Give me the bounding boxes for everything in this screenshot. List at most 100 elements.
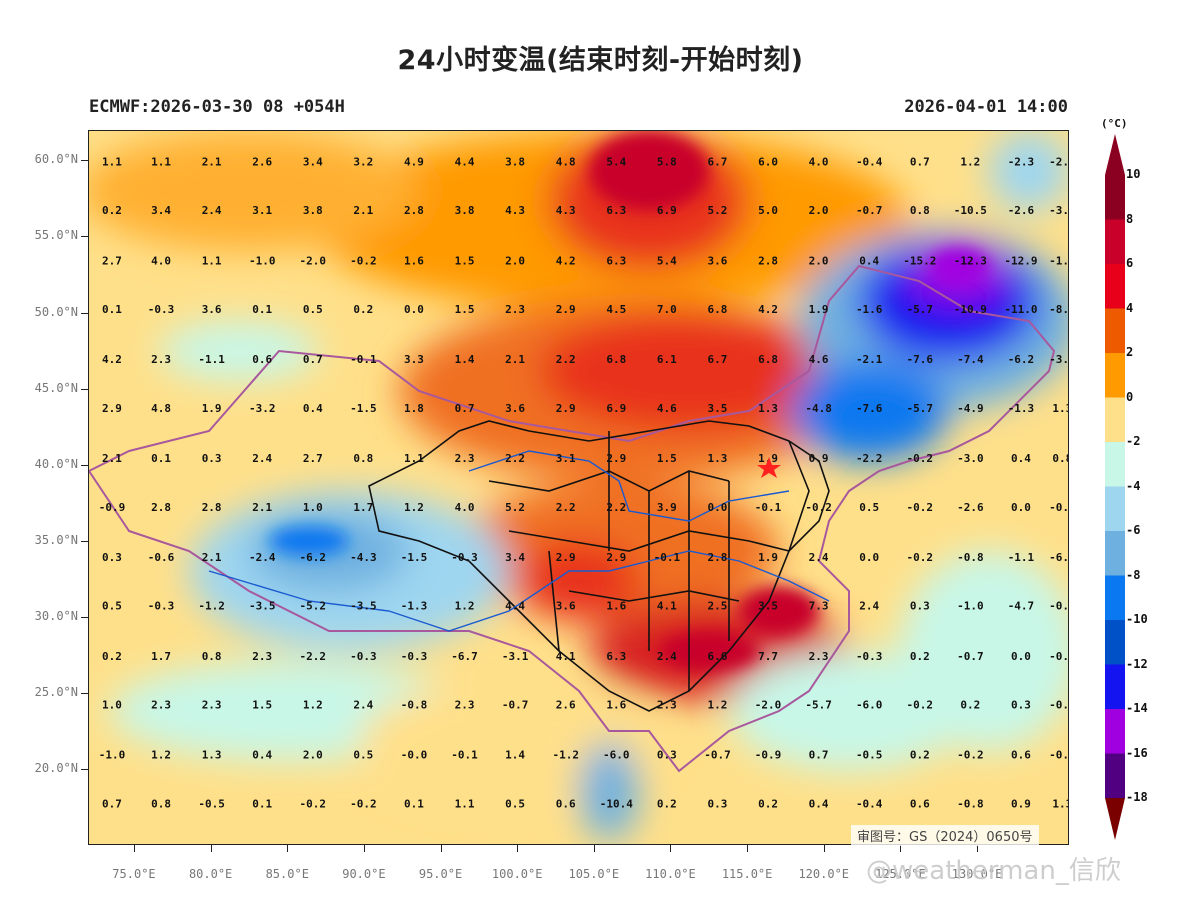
station-value: 0.5 [102,600,122,613]
station-value: 4.3 [556,204,576,217]
station-value: 6.8 [708,303,728,316]
station-value: 2.8 [404,204,424,217]
station-value: 0.2 [758,797,778,810]
station-value: 3.6 [708,254,728,267]
station-value: 0.8 [910,204,930,217]
station-value: 4.2 [758,303,778,316]
station-value: 2.2 [556,501,576,514]
station-value: -1.3 [401,600,428,613]
colorbar-segment [1105,753,1125,798]
station-value: 1.8 [404,402,424,415]
station-value: 1.1 [102,155,122,168]
station-value: 0.4 [809,797,829,810]
colorbar-segment [1105,353,1125,398]
station-value: 2.1 [202,155,222,168]
station-value: 2.7 [303,452,323,465]
station-value: -0.2 [907,501,934,514]
station-value: 4.4 [455,155,475,168]
station-value: 4.5 [606,303,626,316]
station-value: -2.1 [856,353,883,366]
station-value: 4.1 [657,600,677,613]
longitude-label: 120.0°E [798,867,850,881]
longitude-label: 105.0°E [568,867,620,881]
station-value: 6.0 [758,155,778,168]
station-value: 5.0 [758,204,778,217]
colorbar-tick-label: 0 [1126,389,1134,404]
station-value: 0.3 [102,551,122,564]
station-value: -15.2 [903,254,936,267]
latitude-tick [81,616,88,618]
station-value: -0.1 [1049,650,1069,663]
latitude-label: 30.0°N [34,608,78,623]
station-value: -5.2 [300,600,327,613]
latitude-label: 45.0°N [34,380,78,395]
station-value: 1.5 [252,699,272,712]
longitude-tick [287,845,289,852]
station-value: 2.9 [606,452,626,465]
station-value: 2.1 [353,204,373,217]
station-value: 1.0 [303,501,323,514]
longitude-label: 80.0°E [188,867,233,881]
station-value: -10.4 [600,797,633,810]
colorbar-segment [1105,664,1125,709]
colorbar-segment [1105,575,1125,620]
station-value: 2.2 [505,452,525,465]
station-value: 2.0 [809,254,829,267]
station-value: -0.5 [856,749,883,762]
longitude-tick [670,845,672,852]
station-value: 0.5 [859,501,879,514]
station-value: 0.4 [1011,452,1031,465]
station-value: 1.2 [708,699,728,712]
latitude-label: 25.0°N [34,684,78,699]
model-run-label: ECMWF:2026-03-30 08 +054H [89,97,345,117]
station-value: 6.1 [657,353,677,366]
station-value: -6.7 [451,650,478,663]
station-value: -4.3 [350,551,377,564]
temperature-change-map[interactable]: 1.1 1.1 2.1 2.6 3.4 3.2 4.9 4.4 3.8 4.8 5.4 5.8 6.7 6… [88,130,1069,845]
station-value: -1.1 [1008,551,1035,564]
colorbar-segment [1105,531,1125,576]
longitude-label: 115.0°E [721,867,773,881]
station-value: 0.8 [151,797,171,810]
station-value: -0.7 [704,749,731,762]
station-value: -0.4 [1049,501,1069,514]
station-value: -3.1 [502,650,529,663]
colorbar [1105,134,1125,840]
station-value: -0.1 [755,501,782,514]
latitude-label: 35.0°N [34,532,78,547]
station-value: 0.4 [252,749,272,762]
station-value: 1.9 [202,402,222,415]
station-value: -0.8 [957,551,984,564]
station-value: 4.3 [505,204,525,217]
station-value: 1.3 [1052,402,1069,415]
station-value: 0.8 [1052,452,1069,465]
station-value: 4.6 [657,402,677,415]
latitude-label: 55.0°N [34,228,78,243]
station-value: -1.5 [401,551,428,564]
station-value: 3.5 [708,402,728,415]
station-value: 1.9 [758,452,778,465]
station-value: 4.1 [556,650,576,663]
station-value: 1.6 [404,254,424,267]
station-value: 0.6 [910,797,930,810]
colorbar-tick-label: -10 [1126,612,1148,626]
station-value: -2.3 [1008,155,1034,168]
longitude-tick [363,845,365,852]
station-value: 0.8 [353,452,373,465]
station-value: 5.8 [657,155,677,168]
longitude-label: 130.0°E [951,867,1003,881]
station-value: -0.1 [1049,749,1069,762]
longitude-tick [977,845,979,852]
station-value: 4.8 [151,402,171,415]
latitude-tick [81,236,88,238]
station-value: -5.7 [907,402,934,415]
station-value: -2.0 [755,699,782,712]
station-value: -6.0 [1049,551,1069,564]
colorbar-tick-label: -18 [1126,790,1148,804]
station-value: -3.2 [249,402,276,415]
station-value: -0.2 [350,797,377,810]
colorbar-tick-label: -14 [1126,701,1148,715]
colorbar-segment [1105,442,1125,487]
station-value: 2.3 [151,699,171,712]
station-value: 2.0 [303,749,323,762]
